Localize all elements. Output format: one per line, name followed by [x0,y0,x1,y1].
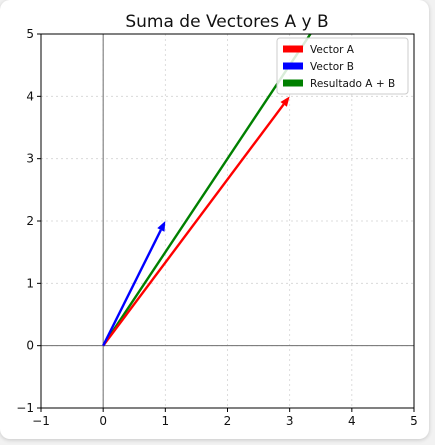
x-tick-label: 0 [99,414,107,428]
vector-vector-b-head [157,221,166,232]
y-tick-label: 0 [26,339,34,353]
y-tick-label: 4 [26,89,34,103]
x-tick-label: 5 [410,414,418,428]
y-tick-label: 5 [26,27,34,41]
vector-vector-a-head [280,96,290,107]
legend-swatch [283,45,303,53]
legend-label: Vector A [310,44,355,56]
plot-frame [40,33,415,409]
legend: Vector A Vector B Resultado A + B [276,37,409,95]
legend-swatch [283,79,303,87]
x-tick-label: −1 [32,414,50,428]
y-tick-label: 3 [26,152,34,166]
x-tick-label: 2 [224,414,232,428]
ticks: −1 0 1 2 3 4 5 −1 0 1 2 3 4 5 [16,27,418,428]
chart-card: Suma de Vectores A y B −1 0 1 2 3 4 5 −1 0 1 2 3 4 5 … [0,0,429,439]
vector-sum-chart: Suma de Vectores A y B −1 0 1 2 3 4 5−1012345 … [16,12,418,428]
vector-vector-b-shaft [102,229,162,347]
legend-label: Vector B [310,61,354,73]
legend-label: Resultado A + B [310,78,395,90]
y-tick-label: 1 [26,276,34,290]
legend-swatch [283,62,303,70]
vector-vector-a-shaft [102,103,285,347]
legend-box [276,37,409,95]
y-tick-label: −1 [16,401,34,415]
x-tick-label: 4 [348,414,356,428]
x-tick-label: 1 [162,414,170,428]
x-tick-label: 3 [286,414,294,428]
y-tick-label: 2 [26,214,34,228]
chart-title: Suma de Vectores A y B [125,12,328,32]
